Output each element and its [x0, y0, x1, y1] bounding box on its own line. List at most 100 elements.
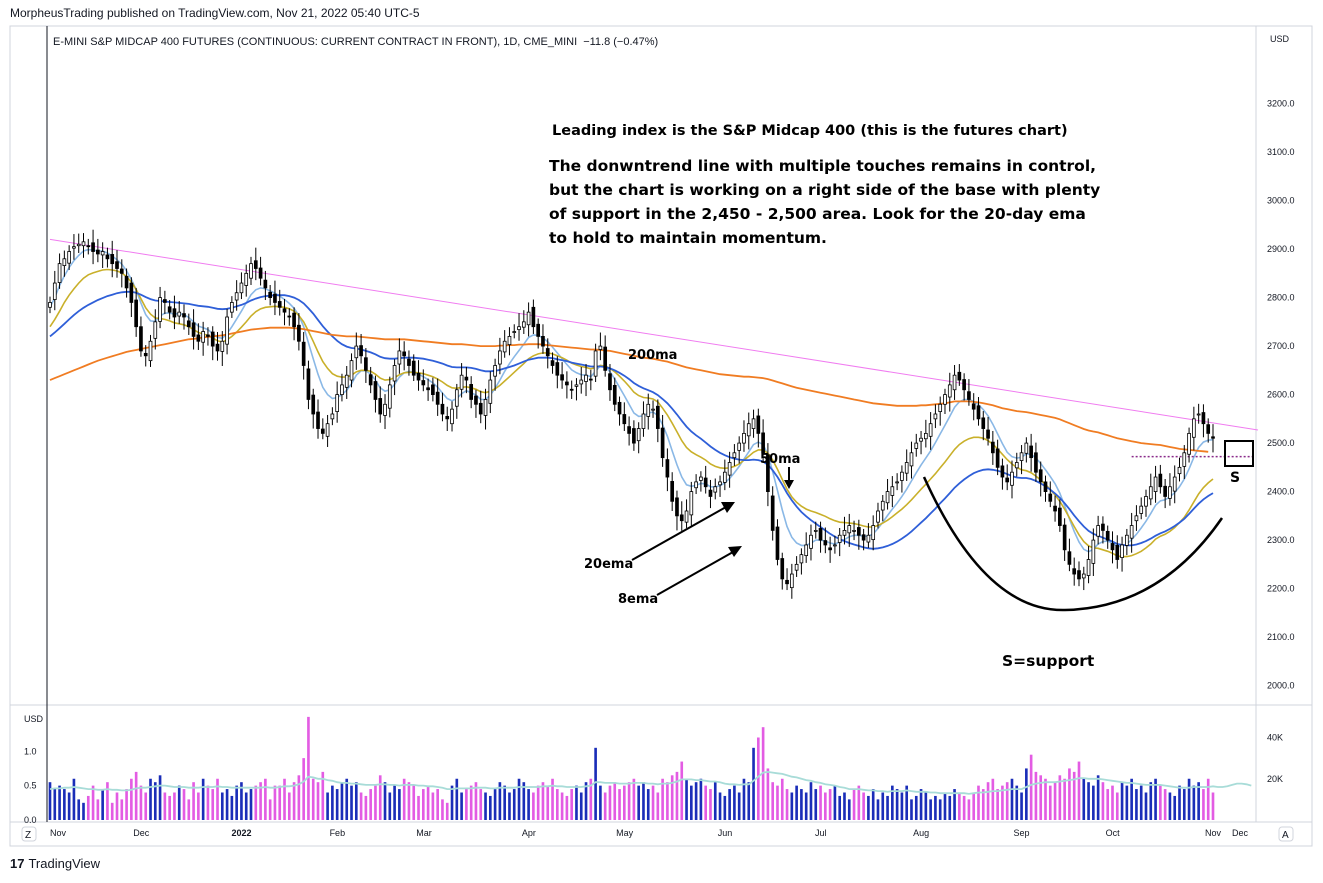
volume-bar: [273, 785, 277, 820]
volume-bar: [819, 785, 822, 820]
base-arc: [922, 476, 1224, 612]
candle-body: [105, 254, 110, 260]
candle-body: [464, 376, 469, 381]
annotation-line-1: The donwntrend line with multiple touche…: [549, 157, 1096, 175]
candle-body: [124, 275, 129, 289]
volume-tick-left-2: 0.0: [24, 815, 37, 825]
candle-body: [1158, 473, 1163, 488]
candle-body: [431, 384, 435, 395]
candle-body: [186, 320, 191, 328]
candle-body: [1058, 507, 1062, 526]
volume-bar: [63, 789, 66, 820]
time-tick-8: Jul: [815, 828, 827, 838]
candle-body: [713, 486, 718, 493]
volume-bar: [838, 795, 842, 820]
volume-bar: [986, 782, 990, 820]
price-axis[interactable]: 3200.0 3100.0 3000.0 2900.0 2800.0 2700.0 2600…: [1267, 99, 1295, 691]
candle-body: [962, 379, 966, 391]
candle-body: [579, 379, 584, 385]
volume-bar: [321, 771, 325, 820]
tradingview-logo-icon: 17: [10, 856, 25, 871]
candle-body: [1139, 505, 1144, 514]
auto-scale-button[interactable]: [1278, 826, 1294, 842]
volume-bar: [1202, 789, 1205, 820]
volume-bar: [991, 778, 995, 820]
candle-body: [718, 481, 722, 486]
candle-body: [627, 426, 631, 434]
candle-body: [1081, 573, 1086, 579]
volume-bar: [527, 789, 530, 820]
volume-bar: [1053, 782, 1057, 820]
candle-body: [268, 291, 272, 299]
candle-body: [320, 428, 325, 434]
volume-bar: [120, 799, 124, 820]
candle-body: [603, 346, 608, 371]
candle-body: [981, 417, 986, 429]
candle-body: [67, 251, 71, 264]
volume-bar: [345, 778, 349, 820]
volume-bar: [1197, 782, 1200, 820]
volume-bar: [795, 785, 798, 820]
candle-body: [885, 491, 890, 504]
candle-body: [344, 374, 349, 388]
publisher-line: MorpheusTrading published on TradingView…: [10, 6, 420, 20]
price-tick-11: 2100.0: [1267, 632, 1295, 642]
volume-bar: [852, 789, 856, 820]
volume-bar: [575, 785, 578, 820]
volume-bar: [182, 789, 186, 820]
volume-bar: [1111, 785, 1114, 820]
volume-bar: [910, 799, 913, 820]
label-20ema: 20ema: [584, 557, 633, 572]
zoom-button[interactable]: [21, 826, 37, 842]
time-axis[interactable]: Nov Dec 2022 Feb Mar Apr May Jun Jul Aug Sep Oct Nov…: [50, 828, 1248, 838]
volume-bar: [158, 775, 162, 820]
candle-body: [521, 321, 526, 328]
volume-bar: [828, 789, 832, 820]
candle-body: [775, 526, 780, 560]
volume-bar: [1135, 789, 1138, 820]
tradingview-logo[interactable]: 17 TradingView: [10, 856, 100, 871]
candle-body: [1072, 568, 1077, 575]
volume-bar: [469, 785, 473, 820]
candle-body: [914, 442, 919, 449]
candle-body: [1038, 469, 1043, 483]
candle-body: [196, 334, 201, 342]
volume-bar: [350, 785, 353, 820]
volume-bar: [560, 792, 564, 820]
volume-bar: [493, 789, 497, 820]
candle-body: [230, 302, 234, 313]
annotation-line-4: to hold to maintain momentum.: [549, 229, 827, 247]
candle-body: [1019, 452, 1024, 461]
annotation-line-3: of support in the 2,450 - 2,500 area. Lo…: [549, 205, 1086, 223]
volume-bar: [1120, 782, 1124, 820]
volume-bar: [1187, 778, 1191, 820]
candle-body: [938, 403, 943, 412]
candle-body: [746, 423, 751, 437]
volume-bar: [962, 795, 966, 820]
candle-body: [177, 311, 182, 317]
candle-body: [167, 306, 172, 313]
candle-body: [100, 251, 105, 256]
volume-bar: [398, 789, 401, 820]
candle-body: [306, 368, 311, 400]
volume-currency-label: USD: [24, 714, 44, 724]
candle-body: [1053, 505, 1057, 512]
candle-body: [325, 423, 330, 437]
candle-body: [349, 360, 354, 381]
volume-bar: [1092, 785, 1095, 820]
candle-body: [813, 530, 818, 532]
candle-body: [517, 326, 521, 331]
volume-bar: [1087, 782, 1090, 820]
volume-bar: [780, 778, 784, 820]
volume-bar: [268, 799, 272, 820]
candle-body: [991, 441, 995, 454]
volume-bar: [637, 785, 640, 820]
candle-body: [158, 297, 162, 322]
support-box: [1224, 440, 1254, 467]
candle-body: [52, 282, 57, 300]
volume-bar: [747, 782, 751, 820]
volume-bar: [871, 789, 875, 820]
candle-body: [1029, 445, 1033, 459]
candle-body: [641, 413, 646, 429]
candle-body: [766, 454, 770, 492]
